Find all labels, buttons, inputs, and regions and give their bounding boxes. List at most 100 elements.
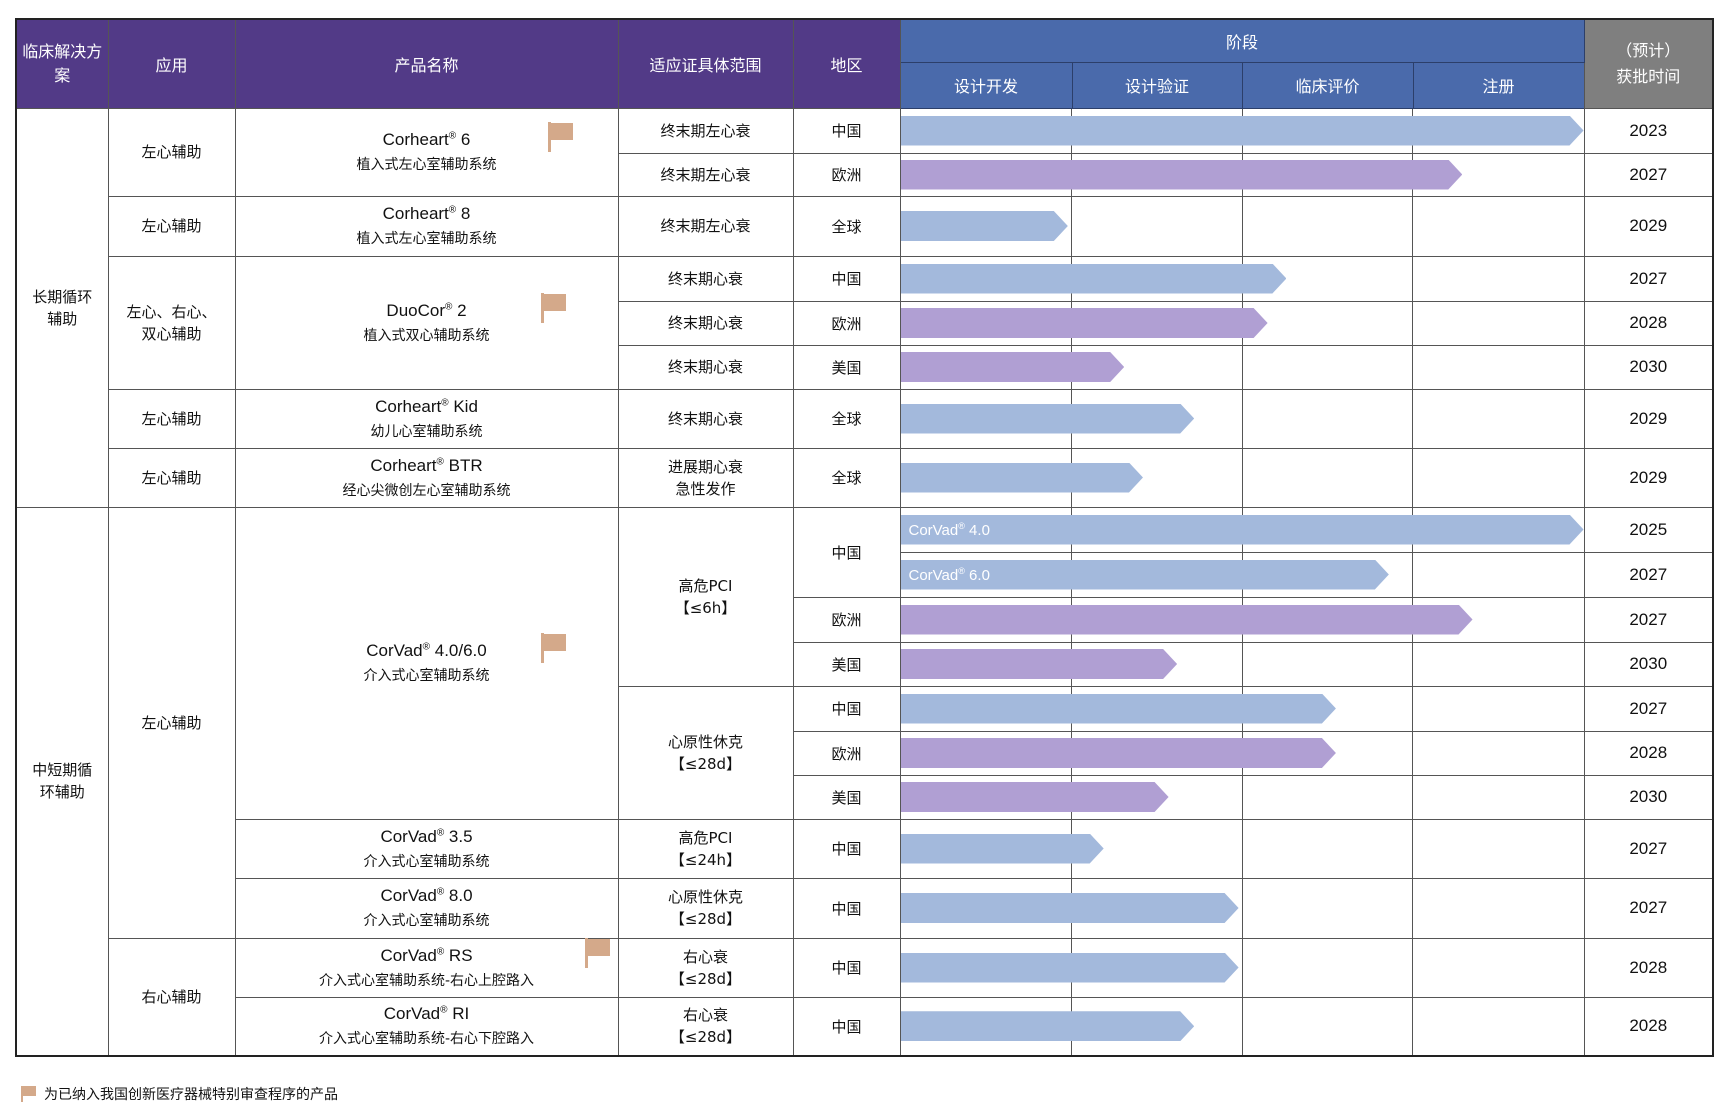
registered-mark: ® (958, 565, 965, 576)
indication-cell: 进展期心衰 急性发作 (617, 447, 794, 508)
indication-line: 心原性休克 (667, 888, 743, 906)
product-block: CorVad® 3.5 介入式心室辅助系统 (364, 827, 490, 871)
application-cell: 右心辅助 (107, 937, 236, 1057)
approval-year: 2027 (1583, 596, 1714, 643)
approval-year: 2027 (1583, 152, 1714, 197)
product-block: CorVad® 8.0 介入式心室辅助系统 (364, 886, 490, 930)
product-brand: CorVad (366, 641, 423, 660)
product-name: Corheart® 8 (357, 204, 497, 224)
indication-cell: 终末期左心衰 (617, 195, 794, 257)
bar-label-model: 6.0 (964, 566, 990, 584)
indication-line: 【≤24h】 (669, 850, 742, 869)
region-cell: 全球 (792, 388, 901, 449)
indication-line: 【≤28d】 (669, 754, 742, 773)
indication-cell: 终末期心衰 (617, 300, 794, 346)
approval-year: 2028 (1583, 300, 1714, 346)
approval-year: 2030 (1583, 641, 1714, 687)
indication-line: 急性发作 (675, 479, 736, 498)
product-name: CorVad® 3.5 (364, 827, 490, 847)
approval-year: 2029 (1583, 447, 1714, 508)
application-cell: 左心、右心、 双心辅助 (107, 255, 236, 390)
progress-bar (901, 1011, 1195, 1041)
header-application: 应用 (107, 18, 236, 109)
application-line: 左心、右心、 (126, 302, 217, 321)
progress-bar (901, 782, 1169, 812)
application-cell: 左心辅助 (107, 506, 236, 939)
stage-cell (899, 388, 1585, 449)
progress-bar: CorVad® 4.0 (901, 515, 1584, 545)
solution-short-mid-term: 中短期循环辅助 (15, 506, 109, 1057)
product-name: CorVad® 4.0/6.0 (364, 641, 490, 661)
indication-line: 【≤28d】 (669, 1028, 742, 1047)
region-cell: 全球 (792, 447, 901, 508)
registered-mark: ® (436, 886, 445, 898)
flag-icon (584, 937, 612, 968)
flag-icon (540, 633, 568, 663)
progress-bar (901, 463, 1143, 493)
product-description: 经心尖微创左心室辅助系统 (342, 482, 511, 499)
product-brand: CorVad (380, 826, 437, 846)
region-cell: 中国 (792, 255, 901, 302)
header-region: 地区 (792, 18, 901, 109)
region-cell: 全球 (792, 195, 901, 257)
product-model: 6 (456, 130, 471, 149)
approval-year: 2028 (1583, 996, 1714, 1057)
product-brand: Corheart (370, 455, 437, 475)
flag-icon (540, 292, 568, 323)
product-brand: Corheart (382, 204, 449, 223)
stage-cell (899, 818, 1585, 879)
product-description: 介入式心室辅助系统-右心上腔路入 (318, 972, 535, 989)
registered-mark: ® (448, 130, 457, 142)
indication-line: 终末期心衰 (667, 314, 743, 332)
product-name: Corheart® BTR (343, 456, 511, 476)
product-cell: Corheart® 8 植入式左心室辅助系统 (234, 195, 619, 257)
application-cell: 左心辅助 (107, 388, 236, 449)
product-model: 2 (452, 300, 467, 320)
indication-line: 高危PCI (678, 828, 733, 847)
approval-year: 2028 (1583, 937, 1714, 998)
indication-line: 终末期心衰 (667, 358, 743, 376)
stage-clinical: 临床评价 (1241, 61, 1414, 109)
approval-year: 2027 (1583, 685, 1714, 732)
header-indication: 适应证具体范围 (617, 18, 794, 109)
header-year-line2: 获批时间 (1616, 66, 1681, 86)
product-block: Corheart® 8 植入式左心室辅助系统 (357, 204, 497, 248)
indication-line: 【≤6h】 (674, 598, 737, 617)
product-description: 介入式心室辅助系统-右心下腔路入 (318, 1031, 535, 1048)
region-cell: 美国 (792, 344, 901, 390)
product-model: BTR (443, 455, 483, 475)
region-cell: 欧洲 (792, 152, 901, 197)
registered-mark: ® (436, 826, 445, 838)
bar-label: CorVad® 4.0 (909, 521, 990, 539)
product-cell: CorVad® 4.0/6.0 介入式心室辅助系统 (234, 506, 619, 820)
product-block: Corheart® 6 植入式左心室辅助系统 (357, 122, 573, 174)
stage-cell (899, 152, 1585, 197)
stage-cell (899, 596, 1585, 643)
bar-label-name: CorVad (908, 521, 959, 539)
approval-year: 2029 (1583, 388, 1714, 449)
indication-cell: 终末期心衰 (617, 344, 794, 390)
indication-cell: 心原性休克 【≤28d】 (617, 685, 794, 820)
indication-cell: 右心衰 【≤28d】 (617, 937, 794, 998)
progress-bar (901, 160, 1463, 190)
product-cell: Corheart® Kid 幼儿心室辅助系统 (234, 388, 619, 449)
product-brand: Corheart (382, 130, 449, 149)
product-brand: DuoCor (386, 300, 446, 320)
region-cell: 美国 (792, 774, 901, 820)
registered-mark: ® (436, 455, 444, 467)
stage-cell: CorVad® 6.0 (899, 551, 1585, 598)
product-name: CorVad® 8.0 (364, 886, 490, 906)
stage-cell: CorVad® 4.0 (899, 506, 1585, 553)
indication-line: 进展期心衰 (667, 457, 743, 476)
product-model: Kid (448, 396, 478, 416)
indication-line: 终末期左心衰 (660, 121, 751, 140)
product-cell: Corheart® 6 植入式左心室辅助系统 (234, 107, 619, 197)
header-approval-year: （预计） 获批时间 (1583, 18, 1714, 109)
stage-cell (899, 937, 1585, 998)
progress-bar (901, 694, 1336, 724)
indication-line: 终末期心衰 (667, 269, 743, 288)
product-name: Corheart® 6 (357, 130, 497, 150)
product-description: 介入式心室辅助系统 (363, 853, 490, 870)
header-product: 产品名称 (234, 18, 619, 109)
approval-year: 2030 (1583, 344, 1714, 390)
